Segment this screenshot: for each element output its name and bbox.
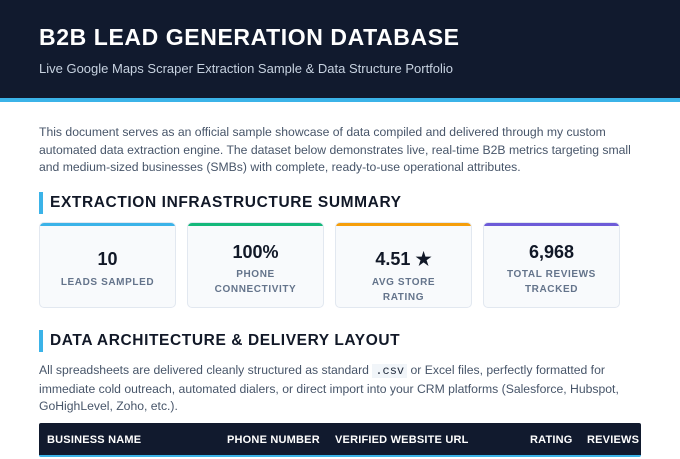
card-accent-bar	[188, 223, 323, 226]
column-header-rating[interactable]: RATING	[530, 434, 573, 446]
intro-paragraph: This document serves as an official samp…	[39, 125, 631, 174]
table-header-row: BUSINESS NAME PHONE NUMBER VERIFIED WEBS…	[39, 423, 641, 457]
file-format-code: .csv	[372, 364, 408, 378]
stat-card-reviews: 6,968 TOTAL REVIEWS TRACKED	[483, 222, 620, 308]
architecture-text-after: or Excel files, perfectly formatted for …	[39, 363, 619, 413]
document-title: B2B LEAD GENERATION DATABASE	[39, 24, 460, 50]
stat-value: 10	[97, 249, 118, 269]
stat-value: 6,968	[528, 242, 575, 262]
card-accent-bar	[484, 223, 619, 226]
stat-value: 100%	[232, 242, 279, 262]
column-header-reviews[interactable]: REVIEWS	[587, 434, 640, 446]
card-accent-bar	[40, 223, 175, 226]
column-header-phone-number[interactable]: PHONE NUMBER	[227, 434, 320, 446]
stat-label: AVG STORE RATING	[371, 277, 436, 303]
card-accent-bar	[336, 223, 471, 226]
stat-card-leads: 10 LEADS SAMPLED	[39, 222, 176, 308]
architecture-section-title: DATA ARCHITECTURE & DELIVERY LAYOUT	[39, 330, 400, 352]
architecture-text-before: All spreadsheets are delivered cleanly s…	[39, 363, 373, 377]
stat-value: 4.51 ★	[375, 249, 432, 269]
summary-section-title: EXTRACTION INFRASTRUCTURE SUMMARY	[39, 192, 402, 214]
column-header-business-name[interactable]: BUSINESS NAME	[47, 434, 142, 446]
architecture-paragraph: All spreadsheets are delivered cleanly s…	[39, 362, 641, 416]
document-subtitle: Live Google Maps Scraper Extraction Samp…	[39, 61, 454, 76]
stat-card-rating: 4.51 ★ AVG STORE RATING	[335, 222, 472, 308]
column-header-website-url[interactable]: VERIFIED WEBSITE URL	[335, 434, 469, 446]
stat-card-phone: 100% PHONE CONNECTIVITY	[187, 222, 324, 308]
stat-label: TOTAL REVIEWS TRACKED	[507, 269, 596, 295]
header-accent-stripe	[0, 98, 680, 102]
stat-label: PHONE CONNECTIVITY	[214, 269, 297, 295]
page-header: B2B LEAD GENERATION DATABASE Live Google…	[0, 0, 680, 98]
stat-label: LEADS SAMPLED	[60, 277, 155, 288]
